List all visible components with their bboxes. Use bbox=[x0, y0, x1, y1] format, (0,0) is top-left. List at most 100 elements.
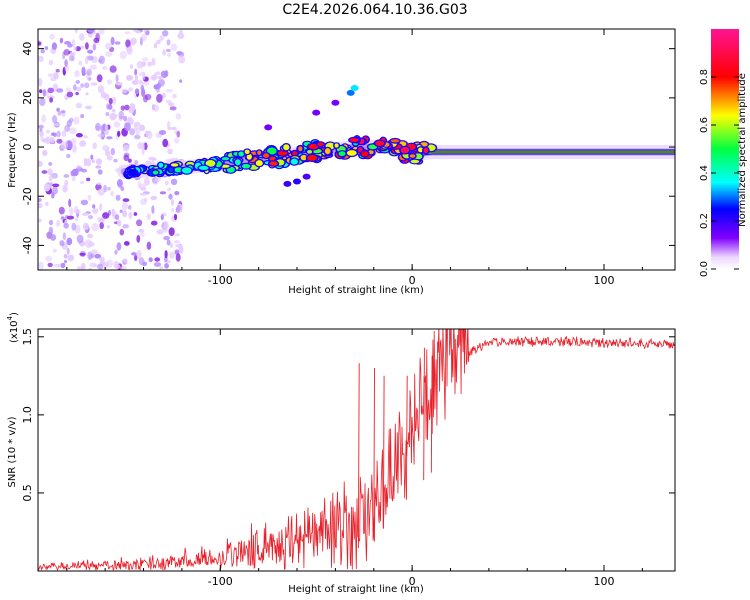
spectrogram-ridge-blob bbox=[292, 151, 298, 156]
spectrogram-noise-blob bbox=[162, 49, 166, 56]
snr-panel: -100 0 100 0.5 1.0 1.5 Height of straight li… bbox=[6, 312, 676, 595]
spectrogram-noise-blob bbox=[115, 74, 119, 83]
spectrogram-noise-blob bbox=[173, 138, 180, 144]
spectrogram-noise-blob bbox=[168, 193, 173, 200]
spectrogram-noise-blob bbox=[98, 29, 105, 35]
spectrogram-noise-blob bbox=[87, 251, 93, 260]
spectrogram-noise-blob bbox=[63, 222, 69, 229]
spectrogram-noise-blob bbox=[132, 29, 138, 32]
colorbar-tick-label: 0.2 bbox=[699, 213, 710, 229]
spectrogram-noise-blob bbox=[167, 187, 172, 192]
spectrogram-noise-blob bbox=[48, 219, 54, 226]
colorbar: 0.0 0.2 0.4 0.6 0.8 Normalized spectral ampl… bbox=[699, 29, 748, 277]
spectrogram-noise-blob bbox=[143, 142, 148, 151]
spectrogram-noise-blob bbox=[122, 145, 130, 152]
spectrogram-noise-blob bbox=[80, 83, 84, 88]
colorbar-tick-label: 0.8 bbox=[699, 69, 710, 85]
spectrogram-noise-blob bbox=[38, 160, 43, 167]
spectrogram-noise-blob bbox=[114, 263, 121, 270]
spectrogram-noise-blob bbox=[102, 145, 110, 151]
spectrogram-noise-blob bbox=[110, 36, 115, 46]
spectrogram-noise-blob bbox=[86, 177, 91, 182]
spectrogram-noise-blob bbox=[80, 45, 84, 49]
spectrogram-noise-blob bbox=[105, 42, 112, 50]
spectrogram-noise-blob bbox=[79, 33, 85, 41]
spectrogram-ridge-blob bbox=[198, 165, 209, 170]
spectrogram-noise-blob bbox=[56, 130, 61, 138]
spectrogram-noise-blob bbox=[47, 262, 53, 268]
spectrogram-feature-blob bbox=[302, 173, 311, 180]
spectrogram-noise-blob bbox=[67, 43, 73, 48]
spectrogram-noise-blob bbox=[124, 31, 131, 35]
spectrogram-noise-blob bbox=[155, 177, 162, 182]
colorbar-label: Normalized spectral amplitude bbox=[737, 73, 748, 227]
snr-spike bbox=[430, 355, 433, 473]
spectrogram-noise-blob bbox=[131, 80, 139, 85]
spectrogram-noise-blob bbox=[85, 158, 92, 167]
spectrogram-noise-blob bbox=[76, 164, 82, 170]
spectrogram-noise-blob bbox=[38, 218, 42, 223]
spectrogram-ridge-blob bbox=[300, 154, 307, 161]
spectrogram-noise-blob bbox=[74, 217, 79, 222]
spectrogram-noise-blob bbox=[129, 64, 134, 70]
spectrogram-noise-blob bbox=[122, 198, 130, 203]
spectrogram-noise-blob bbox=[76, 234, 84, 244]
spectrogram-noise-blob bbox=[95, 122, 101, 132]
spectrogram-noise-blob bbox=[140, 192, 147, 196]
spectrogram-y-tick-label: 40 bbox=[21, 42, 34, 56]
spectrogram-noise-blob bbox=[148, 257, 153, 263]
spectrogram-noise-blob bbox=[56, 88, 64, 93]
spectrogram-noise-blob bbox=[83, 157, 88, 167]
spectrogram-noise-blob bbox=[139, 124, 146, 132]
spectrogram-noise-blob bbox=[122, 210, 128, 218]
spectrogram-noise-blob bbox=[142, 57, 149, 62]
spectrogram-noise-blob bbox=[71, 144, 77, 153]
spectrogram-feature-blob bbox=[264, 124, 273, 131]
spectrogram-noise-blob bbox=[38, 197, 42, 203]
spectrogram-noise-blob bbox=[178, 55, 186, 64]
spectrogram-ridge-blob bbox=[324, 148, 331, 155]
spectrogram-noise-blob bbox=[101, 66, 108, 70]
spectrogram-noise-blob bbox=[97, 217, 101, 223]
spectrogram-noise-blob bbox=[104, 261, 109, 266]
spectrogram-noise-blob bbox=[123, 154, 130, 162]
spectrogram-noise-blob bbox=[177, 51, 185, 58]
spectrogram-noise-blob bbox=[53, 72, 59, 80]
spectrogram-noise-blob bbox=[164, 180, 169, 186]
snr-y-tick-label: 1.5 bbox=[21, 328, 34, 346]
spectrogram-noise-blob bbox=[86, 55, 94, 61]
spectrogram-noise-blob bbox=[44, 46, 49, 51]
spectrogram-noise-blob bbox=[60, 262, 66, 269]
spectrogram-noise-blob bbox=[39, 89, 43, 94]
spectrogram-noise-blob bbox=[134, 88, 140, 95]
spectrogram-noise-blob bbox=[110, 190, 115, 197]
spectrogram-ridge-blob bbox=[317, 142, 324, 146]
spectrogram-noise-blob bbox=[71, 168, 79, 177]
spectrogram-noise-blob bbox=[80, 199, 89, 206]
spectrogram-noise-blob bbox=[169, 251, 175, 259]
spectrogram-noise-blob bbox=[71, 222, 77, 231]
spectrogram-noise-blob bbox=[159, 35, 164, 41]
spectrogram-noise-blob bbox=[155, 71, 161, 76]
spectrogram-noise-blob bbox=[79, 180, 85, 185]
spectrogram-noise-blob bbox=[168, 227, 175, 237]
spectrogram-noise-blob bbox=[173, 240, 181, 244]
spectrogram-noise-blob bbox=[39, 98, 46, 106]
spectrogram-noise-blob bbox=[43, 183, 51, 192]
spectrogram-noise-blob bbox=[134, 160, 139, 166]
spectrogram-noise-blob bbox=[81, 212, 89, 216]
spectrogram-noise-blob bbox=[143, 177, 150, 186]
spectrogram-noise-blob bbox=[87, 194, 92, 201]
spectrogram-noise-blob bbox=[165, 88, 173, 93]
spectrogram-ridge-blob bbox=[368, 150, 374, 155]
snr-y-multiplier: (x104) bbox=[6, 312, 20, 343]
spectrogram-noise-blob bbox=[124, 104, 130, 111]
spectrogram-noise-blob bbox=[126, 46, 133, 55]
spectrogram-noise-blob bbox=[51, 192, 55, 199]
spectrogram-noise-blob bbox=[91, 222, 99, 232]
spectrogram-ridge-blob bbox=[390, 139, 400, 143]
snr-x-ticks: -100 0 100 bbox=[66, 329, 643, 588]
spectrogram-ridge-blob bbox=[263, 153, 270, 158]
spectrogram-ridge-blob bbox=[255, 160, 263, 167]
spectrogram-noise-blob bbox=[151, 57, 156, 66]
